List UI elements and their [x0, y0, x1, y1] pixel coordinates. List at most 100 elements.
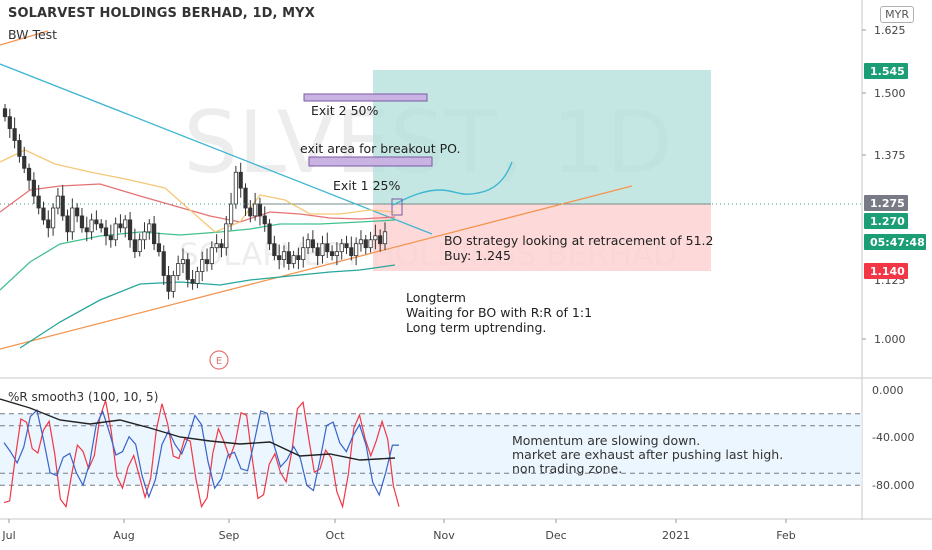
price-tick-label: 1.375 — [874, 149, 906, 162]
momentum-line3: non trading zone. — [512, 461, 623, 476]
price-badge — [864, 263, 908, 279]
osc-tick-label: -40.000 — [872, 431, 914, 444]
projection-path — [392, 161, 513, 206]
support-trendline-top — [0, 30, 49, 46]
candle-body — [46, 219, 51, 229]
candle-body — [204, 259, 210, 264]
candle-body — [253, 203, 258, 217]
candle-body — [22, 155, 27, 169]
time-tick-label: Oct — [325, 529, 345, 542]
time-tick-label: Sep — [219, 529, 240, 542]
exit2-box — [303, 93, 428, 102]
exit1-label: Exit 1 25% — [333, 178, 401, 193]
ma-20-line — [0, 149, 396, 233]
chart-title: SOLARVEST HOLDINGS BERHAD, 1D, MYX — [8, 6, 315, 21]
candle-body — [301, 247, 306, 261]
candle-body — [354, 243, 359, 257]
earnings-marker-label: E — [216, 356, 222, 367]
candle-body — [243, 187, 248, 209]
candles-group — [2, 103, 388, 300]
longterm-line3: Long term uptrending. — [406, 320, 547, 335]
candle-body — [248, 207, 253, 217]
candle-body — [70, 207, 75, 233]
candle-body — [373, 235, 378, 241]
candle-body — [262, 215, 267, 225]
candle-body — [349, 247, 354, 257]
candle-body — [156, 243, 162, 253]
candle-body — [152, 223, 157, 245]
exit-area-label: exit area for breakout PO. — [300, 141, 461, 156]
candle-body — [378, 235, 383, 245]
price-badge-label: 1.270 — [870, 215, 905, 228]
candle-body — [305, 239, 311, 249]
candle-body — [2, 108, 8, 118]
price-badge — [864, 195, 908, 211]
candle-body — [344, 243, 349, 249]
candle-body — [325, 243, 330, 253]
candle-body — [310, 239, 315, 249]
candle-body — [180, 259, 186, 264]
exit2-label: Exit 2 50% — [311, 103, 379, 118]
candle-body — [286, 251, 291, 264]
candle-body — [51, 207, 56, 229]
price-badge-label: 1.545 — [870, 65, 905, 78]
candle-body — [41, 207, 46, 221]
candle-body — [55, 195, 61, 209]
candle-body — [84, 227, 89, 233]
candle-body — [368, 239, 373, 249]
momentum-line2: market are exhaust after pushing last hi… — [512, 447, 784, 462]
candle-body — [137, 239, 142, 253]
candle-body — [358, 239, 364, 245]
osc-red-line — [3, 398, 400, 509]
price-tick-label: 1.625 — [874, 24, 906, 37]
candle-body — [79, 215, 85, 229]
currency-button[interactable]: MYR — [880, 6, 914, 23]
osc-blue-line — [3, 409, 400, 499]
price-tick-label: 1.500 — [874, 87, 906, 100]
candle-body — [238, 171, 243, 189]
candle-body — [176, 263, 181, 276]
osc-tick-label: -80.000 — [872, 479, 914, 492]
time-tick-label: Dec — [545, 529, 566, 542]
longterm-line1: Longterm — [406, 290, 466, 305]
candle-body — [329, 251, 335, 257]
bo-strategy-line1: BO strategy looking at retracement of 51… — [444, 233, 714, 248]
price-badge — [864, 213, 908, 229]
candle-body — [363, 239, 368, 249]
candle-body — [108, 235, 113, 241]
candle-body — [315, 247, 320, 257]
time-tick-label: Jul — [1, 529, 15, 542]
bo-strategy-line2: Buy: 1.245 — [444, 248, 511, 263]
candle-body — [281, 251, 287, 261]
candle-body — [320, 243, 325, 257]
price-badge-label: 05:47:48 — [870, 236, 925, 249]
candle-body — [224, 223, 229, 249]
candle-body — [272, 243, 277, 257]
candle-body — [127, 219, 133, 241]
candle-body — [267, 223, 272, 245]
earnings-marker — [209, 350, 229, 370]
resistance-trendline — [0, 63, 433, 235]
candle-body — [233, 171, 238, 205]
price-badge-label: 1.140 — [870, 265, 905, 278]
candle-body — [195, 271, 200, 284]
entry-marker-box — [391, 198, 403, 216]
candle-body — [277, 255, 282, 261]
candle-body — [94, 219, 99, 225]
exit-area-box — [308, 156, 433, 167]
candle-body — [228, 203, 234, 225]
candle-body — [382, 231, 388, 245]
time-tick-label: 2021 — [662, 529, 690, 542]
profit-zone — [373, 70, 711, 204]
candle-body — [26, 167, 32, 181]
indicator-label: %R smooth3 (100, 10, 5) — [8, 390, 159, 404]
price-badge-label: 1.275 — [870, 197, 905, 210]
candle-body — [200, 259, 205, 272]
momentum-line1: Momentum are slowing down. — [512, 433, 701, 448]
osc-signal-line — [0, 398, 396, 461]
candle-body — [257, 203, 263, 217]
candle-body — [214, 243, 219, 249]
candle-body — [123, 219, 128, 229]
price-badge — [864, 234, 926, 250]
